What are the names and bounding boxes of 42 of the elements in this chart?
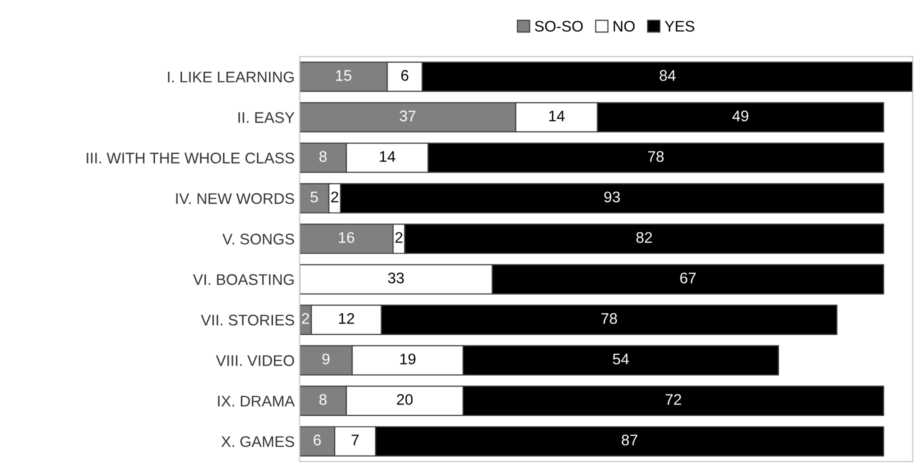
data-label: 19 bbox=[400, 354, 416, 364]
y-tick-label: II. EASY bbox=[238, 112, 294, 123]
data-label: 49 bbox=[732, 110, 748, 122]
y-tick-label: VI. BOASTING bbox=[192, 274, 294, 285]
data-label: 33 bbox=[388, 272, 404, 284]
data-label: 2 bbox=[331, 192, 338, 202]
y-tick-label: VII. STORIES bbox=[200, 314, 294, 326]
data-label: 84 bbox=[660, 70, 676, 81]
y-tick-label: IX. DRAMA bbox=[218, 396, 295, 406]
data-label: 67 bbox=[680, 272, 696, 284]
y-tick-label: IV. NEW WORDS bbox=[176, 193, 294, 204]
y-tick-label: III. WITH THE WHOLE CLASS bbox=[86, 152, 294, 164]
legend-label: NO bbox=[614, 20, 635, 32]
y-tick-label: I. LIKE LEARNING bbox=[168, 72, 294, 82]
data-label: 2 bbox=[395, 232, 402, 243]
data-label: 20 bbox=[397, 394, 413, 405]
data-label: 15 bbox=[336, 70, 352, 81]
data-label: 8 bbox=[319, 151, 327, 162]
data-label: 54 bbox=[612, 354, 629, 364]
data-label: 2 bbox=[302, 313, 309, 324]
data-label: 78 bbox=[601, 313, 617, 324]
data-label: 12 bbox=[339, 313, 354, 324]
data-label: 8 bbox=[319, 394, 327, 405]
y-tick-label: V. SONGS bbox=[222, 234, 294, 244]
data-label: 87 bbox=[622, 434, 638, 446]
y-tick-label: VIII. VIDEO bbox=[216, 355, 294, 366]
data-label: 6 bbox=[401, 70, 408, 81]
data-label: 93 bbox=[604, 192, 620, 202]
data-label: 14 bbox=[380, 151, 396, 162]
legend-label: SO-SO bbox=[534, 20, 583, 32]
legend-label: YES bbox=[664, 20, 694, 32]
data-label: 14 bbox=[549, 110, 565, 122]
data-label: 82 bbox=[636, 232, 652, 243]
data-label: 5 bbox=[310, 192, 318, 202]
data-label: 16 bbox=[339, 232, 354, 243]
y-tick-label: X. GAMES bbox=[221, 436, 294, 448]
data-label: 78 bbox=[648, 151, 664, 162]
data-label: 9 bbox=[322, 354, 330, 364]
data-label: 72 bbox=[666, 394, 682, 405]
data-label: 37 bbox=[400, 110, 416, 122]
data-label: 7 bbox=[352, 434, 359, 446]
data-label: 6 bbox=[314, 434, 321, 446]
